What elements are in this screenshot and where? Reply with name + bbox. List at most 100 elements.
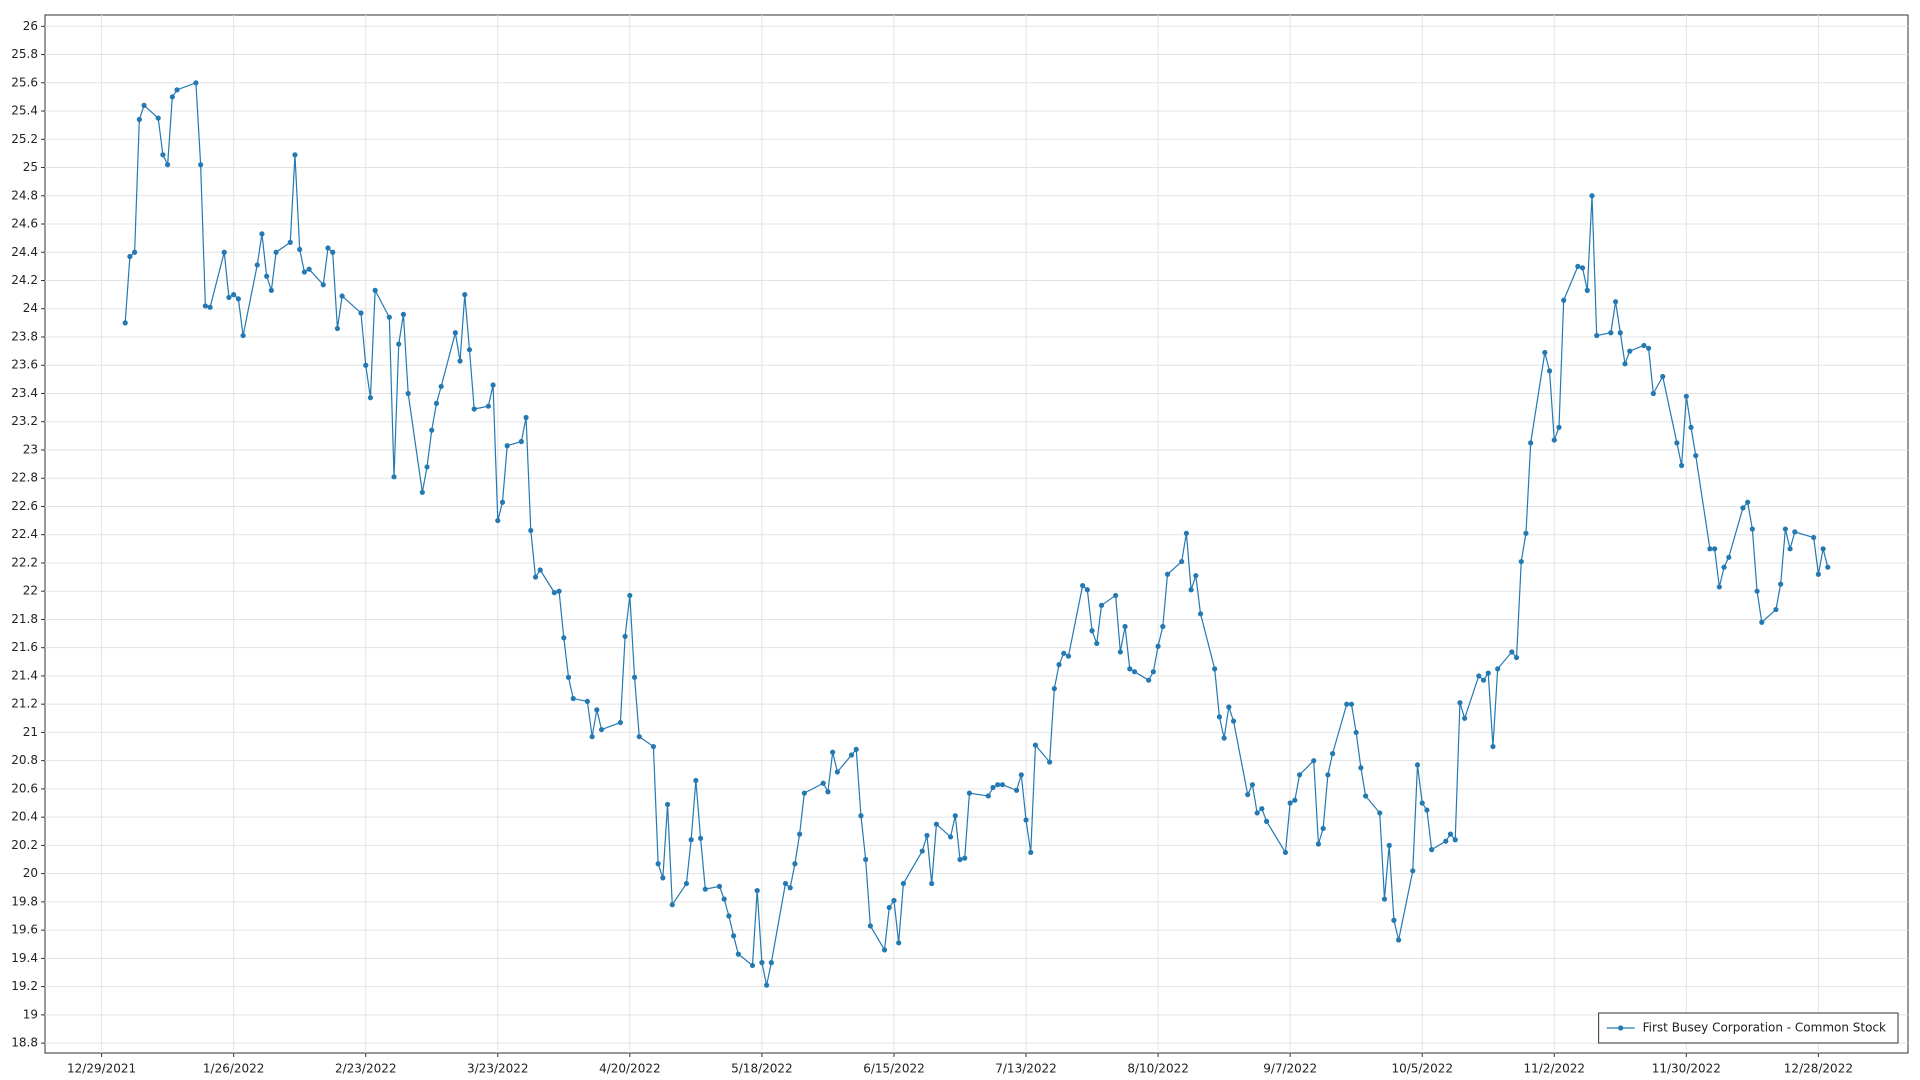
data-point — [1773, 606, 1779, 613]
data-point — [127, 253, 133, 260]
data-point — [1032, 742, 1039, 748]
data-point — [1749, 526, 1755, 532]
data-point — [594, 707, 600, 713]
data-point — [292, 152, 298, 158]
y-tick-label: 20 — [23, 866, 38, 880]
data-point — [1018, 772, 1024, 778]
data-point — [1028, 849, 1034, 856]
data-point — [1452, 837, 1458, 843]
data-point — [999, 782, 1006, 788]
data-point — [820, 780, 826, 786]
data-point — [1047, 759, 1053, 765]
data-point — [1282, 849, 1289, 856]
data-point — [1683, 393, 1689, 399]
y-tick-label: 24.6 — [11, 217, 38, 231]
data-point — [867, 923, 873, 929]
y-tick-label: 20.2 — [11, 838, 38, 852]
y-tick-label: 22.2 — [11, 555, 38, 569]
data-point — [735, 951, 741, 957]
data-point — [636, 734, 642, 740]
y-tick-label: 19.4 — [11, 951, 38, 965]
data-point — [881, 947, 888, 953]
y-tick-label: 23.8 — [11, 329, 38, 343]
y-tick-label: 24.2 — [11, 273, 38, 287]
data-point — [1754, 588, 1760, 594]
data-point — [716, 883, 723, 889]
legend-marker — [1618, 1025, 1624, 1031]
data-point — [339, 293, 345, 299]
data-point — [490, 382, 496, 388]
data-point — [429, 427, 435, 433]
y-tick-label: 23.2 — [11, 414, 38, 428]
data-point — [1513, 654, 1520, 661]
x-tick-label: 11/2/2022 — [1524, 1062, 1586, 1076]
data-point — [1155, 643, 1161, 649]
data-point — [1485, 670, 1491, 676]
data-point — [419, 489, 425, 495]
y-tick-label: 19.2 — [11, 979, 38, 993]
data-point — [325, 245, 331, 251]
x-tick-label: 7/13/2022 — [995, 1062, 1057, 1076]
data-point — [466, 347, 473, 353]
y-tick-label: 19 — [23, 1007, 38, 1021]
data-point — [320, 282, 326, 288]
data-point — [1782, 526, 1788, 532]
data-point — [900, 880, 906, 887]
data-point — [259, 231, 265, 237]
data-point — [174, 87, 180, 93]
x-tick-label: 10/5/2022 — [1391, 1062, 1453, 1076]
data-point — [1650, 390, 1656, 397]
data-point — [221, 249, 227, 255]
data-point — [1745, 499, 1751, 505]
data-point — [1815, 571, 1821, 577]
x-tick-label: 8/10/2022 — [1127, 1062, 1189, 1076]
x-tick-label: 5/18/2022 — [731, 1062, 793, 1076]
data-point — [1051, 686, 1057, 692]
y-tick-label: 22.6 — [11, 499, 38, 513]
legend-box — [1598, 1012, 1899, 1044]
data-point — [537, 567, 543, 573]
data-point — [1641, 342, 1647, 349]
data-point — [669, 902, 675, 908]
data-point — [952, 813, 958, 819]
y-tick-label: 21.4 — [11, 668, 38, 682]
data-point — [1320, 825, 1326, 832]
data-point — [273, 249, 279, 255]
data-point — [1424, 807, 1430, 813]
data-point — [995, 782, 1001, 788]
data-point — [254, 262, 260, 268]
data-point — [830, 749, 836, 755]
legend-label: First Busey Corporation - Common Stock — [1643, 1021, 1886, 1035]
data-point — [947, 834, 954, 840]
data-point — [1787, 546, 1793, 552]
data-point — [754, 887, 760, 894]
data-point — [1556, 424, 1562, 430]
y-tick-label: 24.4 — [11, 245, 38, 259]
data-point — [1084, 587, 1090, 593]
data-point — [1358, 765, 1364, 771]
data-point — [768, 960, 774, 966]
data-point — [1363, 793, 1369, 799]
data-point — [702, 886, 708, 892]
data-point — [688, 837, 694, 843]
data-point — [570, 695, 576, 702]
data-point — [721, 896, 727, 902]
data-point — [1230, 718, 1237, 724]
data-point — [1287, 800, 1293, 806]
x-tick-label: 12/29/2021 — [67, 1062, 136, 1076]
data-point — [424, 464, 430, 470]
data-point — [556, 588, 562, 594]
data-point — [363, 362, 369, 368]
data-point — [386, 314, 392, 320]
data-point — [198, 162, 204, 168]
data-point — [1311, 758, 1317, 764]
data-point — [1679, 462, 1685, 469]
y-tick-label: 25.2 — [11, 132, 38, 146]
data-point — [396, 341, 402, 347]
data-point — [1608, 330, 1614, 336]
data-point — [358, 310, 364, 316]
data-point — [919, 848, 925, 854]
data-point — [1080, 582, 1086, 589]
data-point — [858, 813, 864, 819]
data-point — [1480, 677, 1487, 683]
